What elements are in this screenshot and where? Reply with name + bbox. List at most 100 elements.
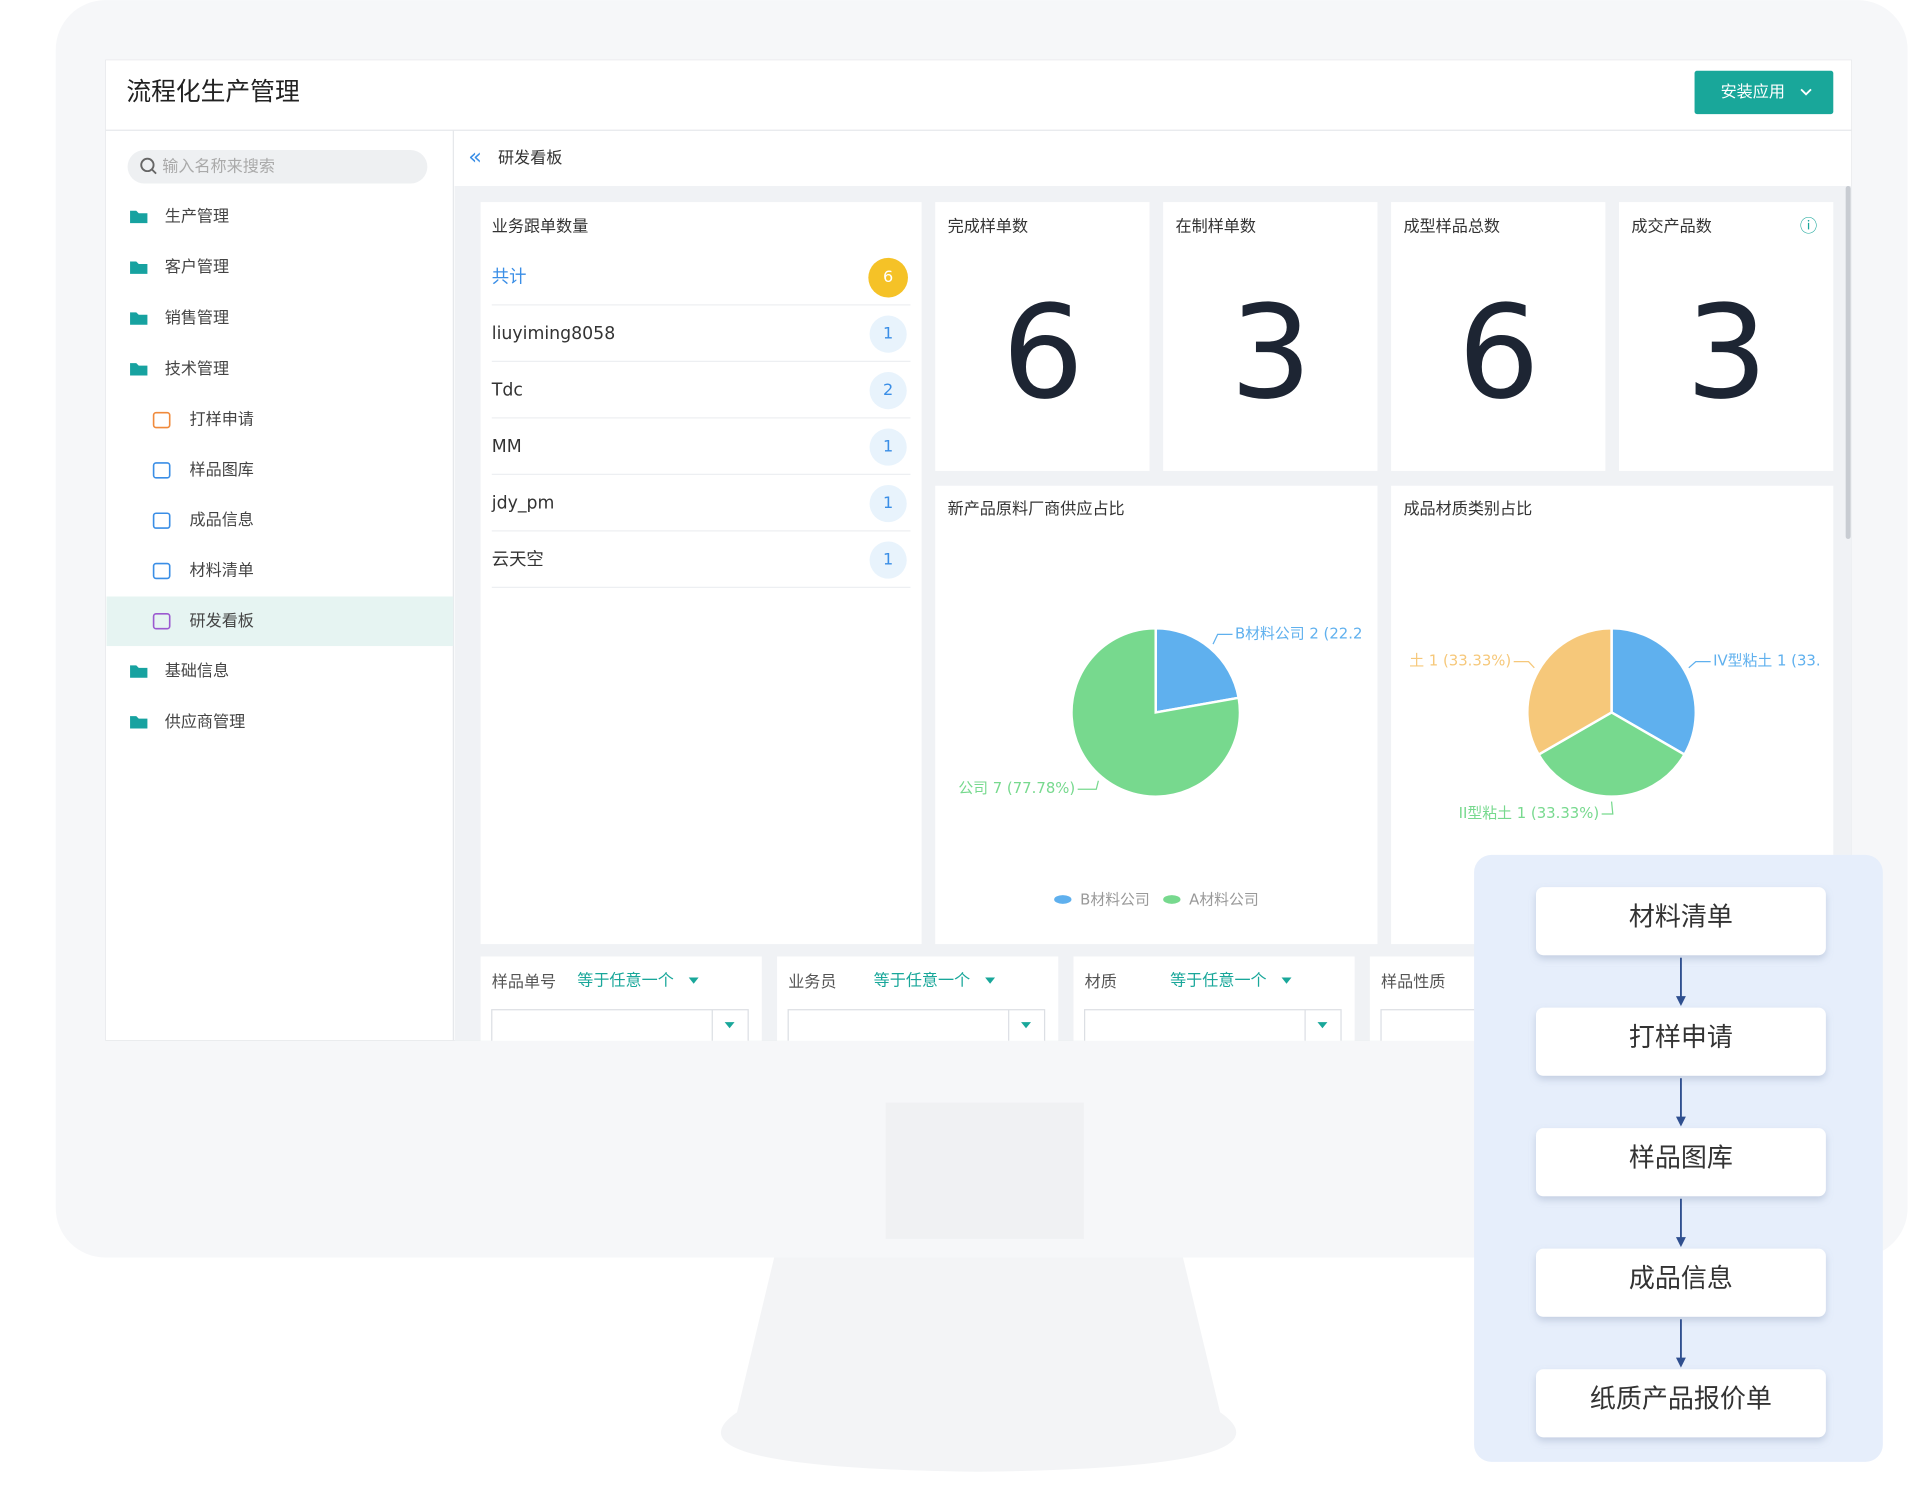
input-caret — [1021, 1022, 1031, 1029]
pie-slice — [1610, 626, 1698, 757]
menu-sub-item[interactable]: 材料清单 — [190, 560, 254, 579]
search-placeholder[interactable]: 输入名称来搜索 — [162, 156, 275, 175]
row-count: 1 — [883, 437, 893, 456]
flow-arrowhead — [1675, 1357, 1686, 1368]
stat-title: 完成样单数 — [948, 216, 1028, 235]
row-name[interactable]: Tdc — [491, 381, 523, 401]
flow-step[interactable] — [1536, 1128, 1826, 1197]
info-icon[interactable]: ⓘ — [1800, 217, 1817, 237]
filter-input[interactable] — [491, 1009, 749, 1047]
search-box[interactable]: 输入名称来搜索 — [127, 150, 428, 184]
button-bg — [1694, 70, 1834, 115]
menu-sub-icon — [152, 512, 171, 529]
row-name[interactable]: 云天空 — [492, 550, 544, 570]
menu-sub-item[interactable]: 样品图库 — [190, 460, 254, 479]
row-badge — [869, 315, 907, 353]
card-title: 业务跟单数量 — [492, 216, 589, 235]
input-caret — [724, 1022, 735, 1029]
filter-operator[interactable]: 等于任意一个 — [874, 971, 971, 990]
search-icon-handle — [151, 168, 157, 175]
menu-item[interactable]: 生产管理 — [165, 206, 229, 225]
legend-marker[interactable] — [1163, 895, 1181, 904]
active-highlight — [106, 596, 454, 647]
menu-item[interactable]: 销售管理 — [165, 308, 229, 327]
sidebar-menu: 生产管理客户管理销售管理技术管理打样申请样品图库成品信息材料清单研发看板基础信息… — [106, 206, 454, 731]
flow-step[interactable] — [1536, 1248, 1826, 1317]
flow-step[interactable] — [1536, 887, 1826, 956]
filter-label: 样品单号 — [492, 972, 556, 991]
row-badge — [869, 485, 907, 523]
stat-value: 6 — [1002, 278, 1084, 428]
flow-step-label: 打样申请 — [1629, 1023, 1733, 1053]
menu-sub-icon — [152, 411, 171, 429]
row-count: 1 — [883, 493, 893, 512]
menu-sub-item[interactable]: 研发看板 — [190, 611, 254, 630]
menu-item[interactable]: 客户管理 — [165, 257, 229, 276]
search-bg — [127, 150, 428, 184]
button-label[interactable]: 安装应用 — [1721, 82, 1785, 101]
row-name[interactable]: liuyiming8058 — [492, 324, 615, 344]
row-count: 1 — [883, 324, 893, 343]
stat-title: 成型样品总数 — [1403, 216, 1500, 235]
stat-value: 6 — [1458, 278, 1540, 428]
breadcrumb: 研发看板 — [498, 148, 562, 167]
menu-sub-icon — [152, 613, 171, 630]
label-leader — [1077, 780, 1099, 790]
stat-card — [1391, 202, 1606, 471]
menu-item[interactable]: 基础信息 — [165, 661, 229, 680]
pie: B材料公司 2 (22.2 公司 7 (77.78%) — [958, 624, 1362, 798]
label-leader — [1513, 661, 1535, 669]
filter-operator[interactable]: 等于任意一个 — [577, 971, 674, 990]
card-bg — [480, 202, 922, 945]
flow-step[interactable] — [1536, 1369, 1826, 1438]
legend-label[interactable]: A材料公司 — [1189, 891, 1259, 909]
flow-step-label: 成品信息 — [1629, 1264, 1733, 1294]
pie: IV型粘土 1 (33. II型粘土 1 (33.33%) 土 1 (33.33%) — [1409, 626, 1821, 822]
flow-step-label: 样品图库 — [1629, 1144, 1733, 1174]
menu-sub-item[interactable]: 成品信息 — [190, 510, 254, 529]
menu-sub-icon — [152, 462, 171, 479]
filter-label: 样品性质 — [1381, 972, 1445, 991]
legend-label[interactable]: B材料公司 — [1080, 891, 1150, 909]
operator-caret — [985, 977, 996, 984]
pie-slice — [1154, 626, 1241, 714]
filter-operator[interactable]: 等于任意一个 — [1170, 971, 1267, 990]
filter-input[interactable] — [1083, 1009, 1342, 1047]
menu-sub-item[interactable]: 打样申请 — [190, 410, 254, 429]
folder-icon — [130, 363, 148, 376]
legend-marker[interactable] — [1054, 895, 1072, 904]
row-badge — [869, 372, 907, 410]
install-button[interactable]: 安装应用 — [1694, 70, 1834, 115]
pie-title: 成品材质类别占比 — [1403, 499, 1532, 518]
row-name[interactable]: 共计 — [492, 268, 527, 288]
slice-label: II型粘土 1 (33.33%) — [1459, 804, 1600, 822]
row-count: 2 — [883, 380, 893, 399]
flow-step[interactable] — [1536, 1007, 1826, 1076]
folder-icon — [130, 716, 148, 729]
flow-step-label: 纸质产品报价单 — [1590, 1385, 1772, 1415]
filter-input[interactable] — [787, 1009, 1046, 1047]
button-caret — [1800, 88, 1812, 96]
monitor-logo — [885, 1102, 1084, 1239]
folder-icon — [130, 261, 148, 274]
slice-label: 土 1 (33.33%) — [1409, 652, 1511, 670]
folder-icon — [130, 312, 148, 325]
label-leader — [1212, 633, 1233, 645]
stat-card — [935, 202, 1150, 471]
row-name[interactable]: jdy_pm — [491, 494, 555, 514]
filter-label: 材质 — [1085, 972, 1117, 991]
pie-title: 新产品原料厂商供应占比 — [948, 499, 1125, 518]
filter-label: 业务员 — [788, 972, 836, 991]
menu-item[interactable]: 供应商管理 — [165, 712, 245, 731]
pie-slice — [1526, 626, 1613, 757]
row-name[interactable]: MM — [492, 437, 522, 457]
slice-label: IV型粘土 1 (33. — [1713, 652, 1820, 670]
flow-arrowhead — [1675, 1116, 1686, 1127]
row-badge — [868, 257, 908, 298]
collapse-icon[interactable]: « — [468, 144, 482, 170]
stat-value: 3 — [1230, 278, 1312, 428]
menu-item[interactable]: 技术管理 — [165, 359, 229, 378]
scrollbar — [1845, 185, 1851, 540]
stat-card — [1618, 202, 1834, 471]
